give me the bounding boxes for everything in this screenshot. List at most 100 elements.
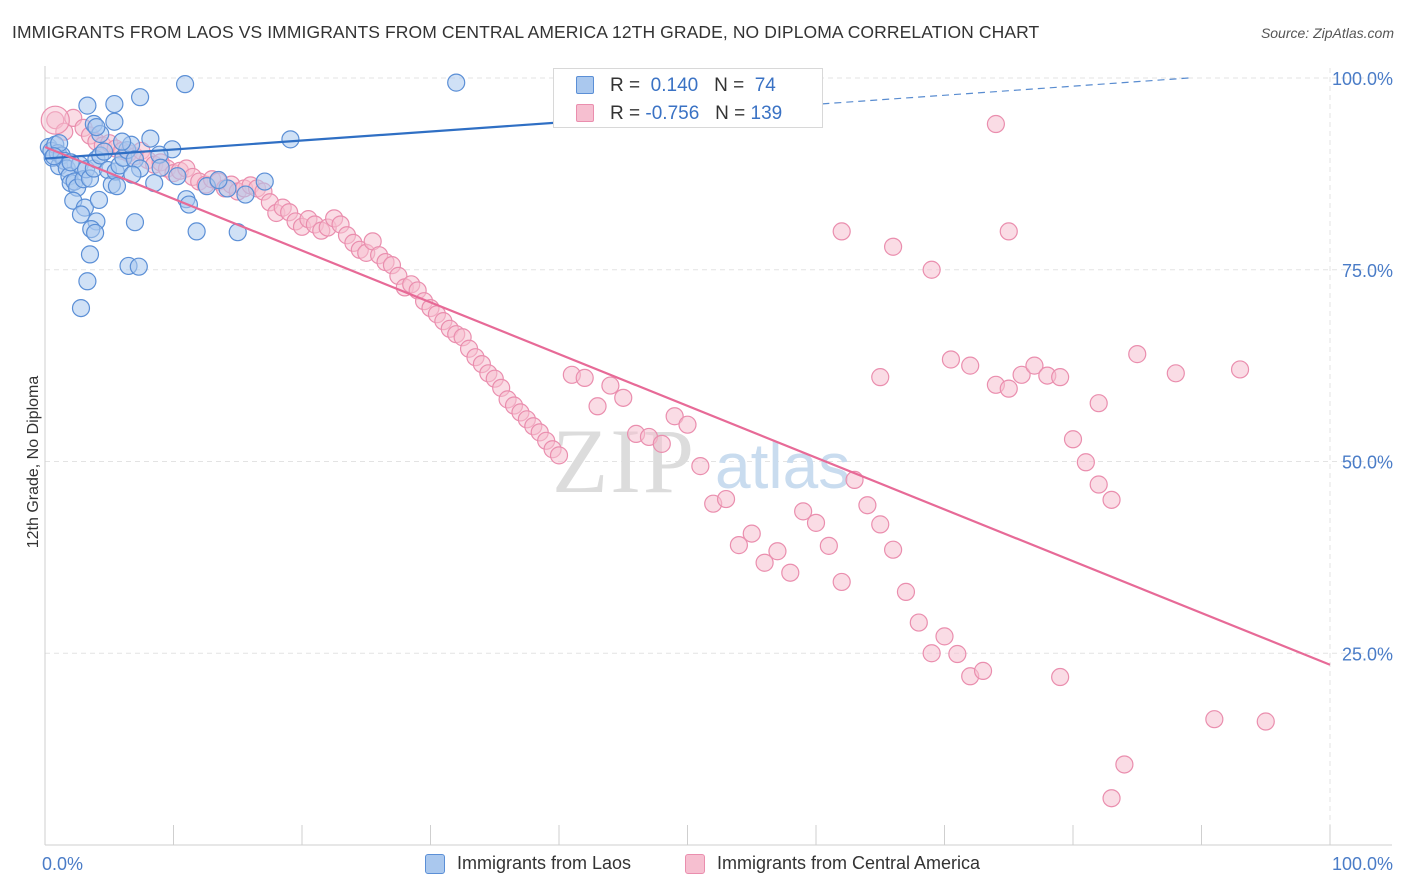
central-america-point bbox=[1128, 345, 1147, 364]
central-america-point bbox=[1102, 789, 1121, 808]
central-america-point bbox=[742, 524, 761, 543]
y-tick-label: 25.0% bbox=[1342, 644, 1393, 664]
laos-point bbox=[86, 223, 105, 243]
laos-point bbox=[187, 222, 206, 241]
central-america-point bbox=[986, 114, 1006, 134]
laos-point bbox=[141, 129, 160, 148]
central-america-point bbox=[999, 222, 1018, 241]
central-america-point bbox=[909, 613, 928, 632]
laos-trend-extension bbox=[558, 77, 1189, 124]
watermark-atlas: atlas bbox=[715, 430, 850, 502]
central-america-point bbox=[819, 536, 838, 555]
legend-row-central-america: R = -0.756 N = 139 bbox=[554, 101, 822, 127]
legend-r-value: 0.140 bbox=[650, 75, 699, 96]
central-america-point bbox=[716, 489, 736, 509]
laos-point bbox=[112, 132, 132, 151]
central-america-point bbox=[729, 536, 749, 555]
laos-point bbox=[447, 73, 466, 92]
central-america-point bbox=[1230, 360, 1250, 379]
legend-r-label: R = bbox=[610, 75, 641, 96]
central-america-point bbox=[1051, 667, 1070, 687]
laos-point bbox=[95, 142, 114, 161]
central-america-point bbox=[794, 502, 813, 521]
central-america-point bbox=[1051, 368, 1070, 387]
central-america-point bbox=[832, 572, 851, 592]
y-tick-label: 100.0% bbox=[1332, 69, 1393, 89]
central-america-point bbox=[806, 513, 826, 532]
laos-point bbox=[209, 170, 228, 190]
legend-n-label: N = bbox=[715, 103, 746, 124]
laos-point bbox=[236, 185, 255, 204]
central-america-point bbox=[922, 644, 941, 663]
central-america-point bbox=[575, 368, 594, 387]
central-america-legend-label: Immigrants from Central America bbox=[717, 853, 981, 873]
laos-legend-swatch bbox=[425, 854, 445, 874]
laos-point bbox=[281, 130, 300, 149]
laos-point bbox=[151, 158, 170, 177]
central-america-point bbox=[665, 407, 684, 426]
y-axis-label: 12th Grade, No Diploma bbox=[25, 376, 42, 549]
laos-point bbox=[129, 257, 148, 276]
watermark: ZIP atlas bbox=[552, 410, 850, 512]
legend-n-value: 74 bbox=[754, 75, 776, 96]
central-america-point bbox=[40, 105, 70, 135]
legend-r-value: -0.756 bbox=[645, 103, 700, 124]
legend-row-laos: R = 0.140 N = 74 bbox=[554, 73, 822, 99]
laos-point bbox=[175, 75, 195, 94]
legend-n-value: 139 bbox=[750, 103, 783, 124]
central-america-point bbox=[973, 661, 993, 680]
tick-labels: 25.0% 50.0% 75.0% 100.0% 0.0% 100.0% 12th Grad… bbox=[25, 69, 1393, 874]
central-america-point bbox=[896, 582, 916, 601]
central-america-point bbox=[871, 515, 890, 534]
central-america-legend-swatch bbox=[685, 854, 705, 874]
central-america-point bbox=[1102, 490, 1121, 509]
central-america-point bbox=[832, 222, 851, 241]
central-america-point bbox=[781, 563, 800, 582]
central-america-point bbox=[1115, 755, 1134, 774]
x-tick-label: 0.0% bbox=[42, 854, 83, 874]
trend-lines bbox=[44, 77, 1331, 666]
laos-point bbox=[255, 172, 274, 191]
central-america-point bbox=[678, 415, 697, 434]
laos-legend-label: Immigrants from Laos bbox=[457, 853, 632, 873]
y-tick-label: 50.0% bbox=[1342, 453, 1393, 473]
central-america-point bbox=[871, 368, 890, 387]
central-america-point bbox=[1076, 453, 1095, 472]
central-america-point bbox=[883, 237, 903, 256]
chart-title: IMMIGRANTS FROM LAOS VS IMMIGRANTS FROM … bbox=[12, 22, 1040, 42]
source-credit: Source: ZipAtlas.com bbox=[1260, 25, 1394, 41]
central-america-point bbox=[755, 553, 774, 572]
central-america-point bbox=[883, 540, 903, 559]
laos-point bbox=[168, 167, 187, 186]
central-america-point bbox=[922, 260, 941, 279]
laos-swatch bbox=[576, 76, 594, 94]
laos-point bbox=[125, 213, 145, 232]
central-america-point bbox=[941, 350, 961, 369]
central-america-point bbox=[601, 376, 620, 395]
laos-point bbox=[107, 177, 127, 196]
central-america-point bbox=[588, 397, 607, 416]
central-america-point bbox=[999, 379, 1018, 398]
watermark-zip: ZIP bbox=[552, 410, 696, 512]
laos-point bbox=[78, 96, 97, 115]
central-america-point bbox=[1256, 712, 1275, 731]
central-america-points bbox=[40, 68, 1275, 808]
central-america-point bbox=[1063, 430, 1083, 449]
central-america-point bbox=[858, 496, 877, 515]
central-america-point bbox=[691, 457, 710, 476]
central-america-point bbox=[652, 434, 671, 453]
laos-point bbox=[130, 88, 150, 107]
central-america-point bbox=[768, 542, 787, 561]
laos-point bbox=[71, 205, 91, 224]
legend-n-label: N = bbox=[714, 75, 745, 96]
central-america-point bbox=[935, 627, 954, 646]
laos-point bbox=[87, 117, 106, 137]
laos-point bbox=[105, 94, 124, 114]
central-america-point bbox=[1089, 475, 1108, 494]
laos-point bbox=[71, 299, 91, 318]
central-america-point bbox=[614, 388, 633, 407]
central-america-point bbox=[1205, 710, 1224, 729]
central-america-point bbox=[1089, 394, 1108, 413]
central-america-point bbox=[961, 356, 980, 375]
